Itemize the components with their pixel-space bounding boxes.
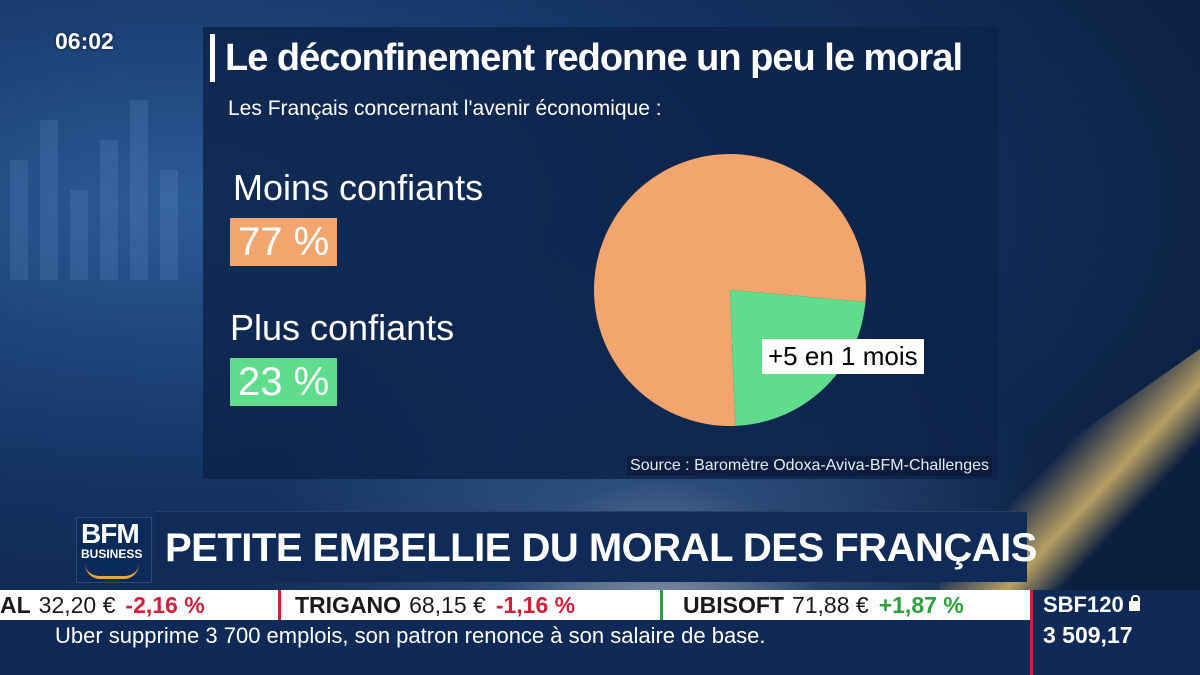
ticker-value: 68,15 € [409,592,486,618]
logo-line2: BUSINESS [81,547,143,561]
news-crawl-bar: Uber supprime 3 700 emplois, son patron … [0,620,1030,675]
index-name: SBF120 [1043,592,1140,618]
news-text: Uber supprime 3 700 emplois, son patron … [55,623,766,648]
bfm-business-logo: BFM BUSINESS [76,517,152,583]
ticker-value: 71,88 € [791,592,869,618]
ticker-name: AL [0,592,31,618]
category-label-moins-confiants: Moins confiants [233,167,484,208]
pie-slice-moins-confiants [593,154,866,427]
logo-line1: BFM [81,518,140,549]
ticker-name: TRIGANO [295,592,402,618]
chart-subtitle: Les Français concernant l'avenir économi… [228,97,662,120]
value-label-plus-confiants: 23 % [230,358,338,406]
chart-title: Le déconfinement redonne un peu le moral [225,37,963,79]
title-accent-bar [210,34,215,82]
index-name-text: SBF120 [1043,592,1124,617]
logo-swoosh-icon [85,564,139,579]
value-label-moins-confiants: 77 % [230,218,338,266]
ticker-separator [278,590,281,620]
chart-annotation: +5 en 1 mois [762,339,924,374]
index-box: SBF120 3 509,17 [1030,590,1200,675]
ticker-change: +1,87 % [878,592,964,618]
ticker-item: TRIGANO 68,15 € -1,16 % [295,592,575,619]
lock-icon [1128,595,1140,611]
clock: 06:02 [55,28,114,54]
ticker-separator [660,590,663,620]
ticker-item: UBISOFT 71,88 € +1,87 % [683,592,964,619]
ticker-change: -1,16 % [495,592,576,618]
chart-source: Source : Baromètre Odoxa-Aviva-BFM-Chall… [627,456,992,476]
index-value: 3 509,17 [1043,622,1133,648]
background-bars [0,60,200,280]
headline-bar: PETITE EMBELLIE DU MORAL DES FRANÇAIS [155,511,1037,582]
stock-ticker: AL 32,20 € -2,16 % TRIGANO 68,15 € -1,16 % U… [0,590,1030,620]
ticker-name: UBISOFT [683,592,784,618]
ticker-change: -2,16 % [125,592,205,618]
headline: PETITE EMBELLIE DU MORAL DES FRANÇAIS [165,526,1037,570]
ticker-value: 32,20 € [38,592,116,618]
ticker-item: AL 32,20 € -2,16 % [0,592,205,619]
category-label-plus-confiants: Plus confiants [230,307,455,348]
